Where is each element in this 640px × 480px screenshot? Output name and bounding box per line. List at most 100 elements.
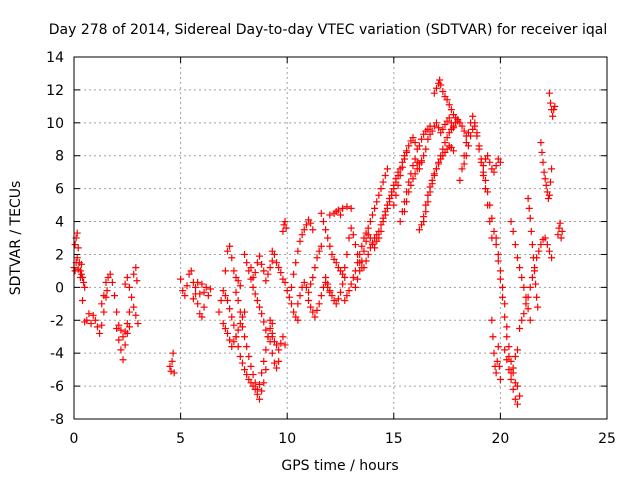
data-point [494,257,502,265]
data-point [368,211,376,219]
data-point [311,313,319,321]
data-point [305,288,313,296]
data-point [85,310,93,318]
data-point [266,316,274,324]
data-point [273,364,281,372]
data-point [547,99,555,107]
data-point [351,283,359,291]
data-point [300,278,308,286]
data-point [89,311,97,319]
data-point [541,234,549,242]
data-point [309,226,317,234]
data-point [545,191,553,199]
data-point [130,270,138,278]
data-point [80,278,88,286]
data-point [435,158,443,166]
data-point [277,339,285,347]
data-point [511,352,519,360]
data-point [426,188,434,196]
data-point [245,352,253,360]
data-point [98,321,106,329]
series-s34 [424,114,457,143]
data-point [558,227,566,235]
data-point [364,250,372,258]
series-s15 [247,252,276,285]
series-s10 [215,242,244,316]
data-point [339,204,347,212]
data-point [281,218,289,226]
data-point [430,89,438,97]
data-point [381,171,389,179]
data-point [415,226,423,234]
series-s08 [177,267,208,321]
data-point [366,218,374,226]
data-point [432,165,440,173]
data-point [492,241,500,249]
data-point [249,371,257,379]
data-point [437,81,445,89]
data-point [337,211,344,219]
data-point [202,283,210,291]
data-point [228,254,236,262]
data-point [542,181,550,189]
data-point [194,278,202,286]
data-point [473,132,481,140]
data-point [505,343,513,351]
data-point [243,371,251,379]
data-point [392,191,400,199]
data-point [183,282,191,290]
data-point [405,142,413,150]
data-point [493,357,501,365]
data-point [234,343,242,351]
data-point [458,122,466,130]
data-point [507,376,515,384]
data-point [100,292,108,300]
data-point [260,267,268,275]
series-s36 [456,112,496,242]
data-point [238,323,246,331]
data-point [298,231,306,239]
y-tick-label: -8 [50,412,64,428]
data-point [540,168,548,176]
data-point [255,380,263,388]
series-s26 [341,165,391,305]
data-point [449,147,457,155]
data-point [326,211,334,219]
data-point [132,264,140,272]
data-point [81,283,89,291]
series-s40 [492,234,521,390]
data-point [505,366,513,374]
data-point [550,106,558,114]
y-tick-label: 6 [55,182,64,198]
data-point [266,325,274,332]
data-point [516,392,524,400]
data-point [513,382,521,390]
data-point [503,333,511,341]
data-point [445,114,453,122]
grid-lines [74,57,607,419]
data-point [292,259,300,267]
data-point [479,168,487,176]
data-point [133,277,141,285]
data-point [492,234,500,242]
data-point [447,119,455,127]
data-point [251,269,259,277]
series-s01 [70,229,89,291]
data-point [121,280,129,288]
x-tick-labels: 0 5 10 15 20 25 [70,431,616,447]
data-point [247,362,255,370]
data-point [326,287,334,295]
data-point [513,400,521,408]
data-point [533,293,541,301]
data-point [509,385,517,393]
data-point [221,325,229,332]
data-point [509,227,517,235]
data-point [83,316,91,324]
data-point [396,218,404,226]
data-point [324,280,332,288]
data-point [71,267,79,275]
data-point [198,313,206,321]
data-point [420,152,428,160]
data-point [537,139,545,147]
data-point [432,119,440,127]
